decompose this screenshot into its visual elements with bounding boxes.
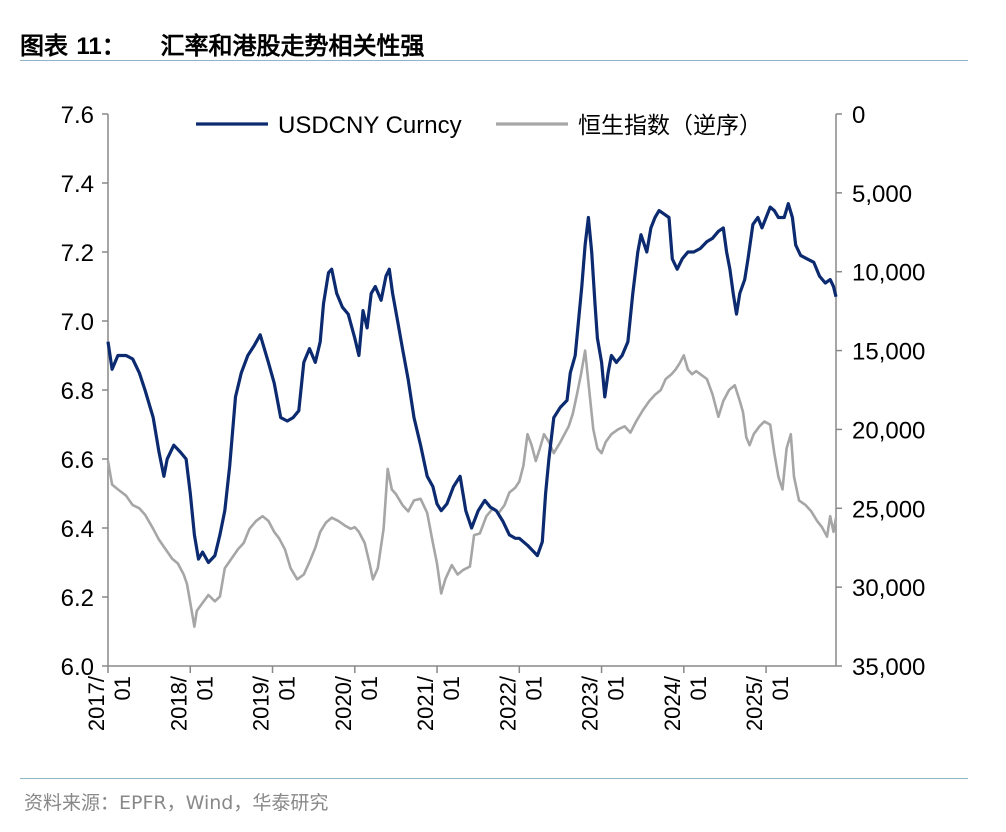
x-tick-label: 2024/01 [660,675,711,731]
x-tick-month: 01 [110,676,135,700]
right-tick-label: 25,000 [852,496,925,523]
left-tick-label: 6.4 [61,516,94,543]
x-tick-year: 2023/ [578,675,603,731]
x-tick-year: 2020/ [331,675,356,731]
right-tick-label: 35,000 [852,654,925,681]
x-tick-label: 2018/01 [166,675,217,731]
x-tick-year: 2018/ [166,675,191,731]
legend-hsi-label: 恒生指数（逆序） [578,112,762,138]
right-tick-label: 5,000 [852,181,912,208]
series-layer [106,202,838,628]
x-tick-label: 2020/01 [331,675,382,731]
x-tick-label: 2023/01 [578,675,629,731]
right-tick-label: 15,000 [852,339,925,366]
x-tick-month: 01 [768,676,793,700]
legend-background [188,106,788,140]
x-tick-month: 01 [192,676,217,700]
x-tick-label: 2025/01 [742,675,793,731]
x-tick-year: 2024/ [660,675,685,731]
x-tick-label: 2017/01 [84,675,135,731]
source-note: 资料来源：EPFR，Wind，华泰研究 [24,792,329,814]
x-tick-label: 2021/01 [413,675,464,731]
left-tick-label: 7.6 [61,102,94,129]
left-tick-label: 7.0 [61,309,94,336]
x-tick-year: 2017/ [84,675,109,731]
axis-ticks: 6.0 6.2 6.4 6.6 6.8 7.0 7.2 7.4 7.6 0 5,000 10,000 1… [61,102,926,731]
hsi-series-line [106,349,838,628]
left-tick-label: 6.8 [61,378,94,405]
x-tick-month: 01 [439,676,464,700]
figure-title-text: 汇率和港股走势相关性强 [160,32,425,60]
x-tick-year: 2021/ [413,675,438,731]
x-tick-month: 01 [521,676,546,700]
usdcny-series-line [106,202,838,565]
legend: USDCNY Curncy 恒生指数（逆序） [188,106,788,140]
top-rule [20,60,968,61]
figure-title: 图表 11： 汇率和港股走势相关性强 [20,26,424,61]
x-tick-year: 2019/ [249,675,274,731]
x-tick-month: 01 [275,676,300,700]
figure-number: 11 [76,33,102,60]
x-tick-label: 2022/01 [495,675,546,731]
figure-label: 图表 [20,32,68,60]
right-tick-label: 10,000 [852,260,925,287]
figure-separator: ： [101,32,126,60]
x-tick-year: 2025/ [742,675,767,731]
x-tick-month: 01 [686,676,711,700]
right-tick-label: 0 [852,102,865,129]
left-tick-label: 7.4 [61,171,94,198]
x-tick-year: 2022/ [495,675,520,731]
left-tick-label: 6.6 [61,447,94,474]
x-tick-month: 01 [604,676,629,700]
legend-usdcny-label: USDCNY Curncy [278,112,462,139]
left-tick-label: 6.2 [61,585,94,612]
right-tick-label: 30,000 [852,575,925,602]
x-tick-label: 2019/01 [249,675,300,731]
left-tick-label: 6.0 [61,654,94,681]
bottom-rule [20,778,968,779]
right-tick-label: 20,000 [852,417,925,444]
left-tick-label: 7.2 [61,240,94,267]
x-tick-month: 01 [357,676,382,700]
